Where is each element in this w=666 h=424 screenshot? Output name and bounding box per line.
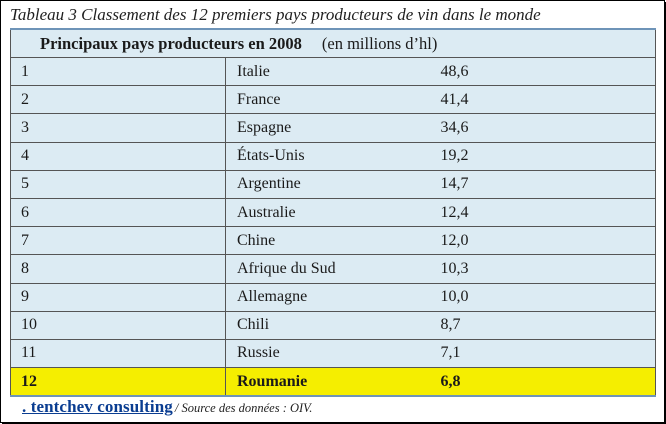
table-row: 6 Australie 12,4 xyxy=(10,197,656,228)
country-cell: Italie xyxy=(225,56,441,87)
value-cell: 8,7 xyxy=(440,310,656,340)
header-unit: (en millions d’hl) xyxy=(321,33,438,53)
value-cell: 41,4 xyxy=(440,85,656,115)
country-cell: France xyxy=(225,85,441,115)
rank-cell: 6 xyxy=(10,197,226,228)
country-cell: États-Unis xyxy=(225,141,441,171)
value-cell: 10,0 xyxy=(440,282,656,312)
country-cell: Argentine xyxy=(225,169,441,199)
country-cell: Roumanie xyxy=(225,367,441,398)
table-row: 3 Espagne 34,6 xyxy=(10,113,656,143)
value-cell: 14,7 xyxy=(440,169,656,199)
value-cell: 12,0 xyxy=(440,226,656,256)
table-row: 9 Allemagne 10,0 xyxy=(10,282,656,312)
table-row: 1 Italie 48,6 xyxy=(10,56,656,87)
value-cell: 7,1 xyxy=(440,338,656,369)
table-row: 2 France 41,4 xyxy=(10,85,656,115)
value-cell: 6,8 xyxy=(440,367,656,398)
table-header-row: Principaux pays producteurs en 2008 (en m… xyxy=(10,28,656,58)
source-note: / Source des données : OIV. xyxy=(174,401,313,415)
table-row: 5 Argentine 14,7 xyxy=(10,169,656,199)
country-cell: Espagne xyxy=(225,113,441,143)
country-cell: Russie xyxy=(225,338,441,369)
rank-cell: 2 xyxy=(10,85,226,115)
value-cell: 10,3 xyxy=(440,254,656,284)
rank-cell: 8 xyxy=(10,254,226,284)
footer: . tentchev consulting / Source des donnée… xyxy=(22,397,312,417)
table-header-cell: Principaux pays producteurs en 2008 (en m… xyxy=(10,28,656,58)
wine-producers-table: Principaux pays producteurs en 2008 (en m… xyxy=(10,28,656,398)
table-row: 7 Chine 12,0 xyxy=(10,226,656,256)
header-title: Principaux pays producteurs en 2008 xyxy=(40,33,302,53)
table-row: 8 Afrique du Sud 10,3 xyxy=(10,254,656,284)
rank-cell: 10 xyxy=(10,310,226,340)
table-row: 10 Chili 8,7 xyxy=(10,310,656,340)
table-container: Principaux pays producteurs en 2008 (en m… xyxy=(10,28,656,398)
table-row-highlighted: 12 Roumanie 6,8 xyxy=(10,367,656,398)
rank-cell: 5 xyxy=(10,169,226,199)
value-cell: 48,6 xyxy=(440,56,656,87)
rank-cell: 12 xyxy=(10,367,226,398)
country-cell: Chine xyxy=(225,226,441,256)
brand-link[interactable]: . tentchev consulting xyxy=(22,397,173,416)
country-cell: Chili xyxy=(225,310,441,340)
rank-cell: 7 xyxy=(10,226,226,256)
country-cell: Afrique du Sud xyxy=(225,254,441,284)
rank-cell: 3 xyxy=(10,113,226,143)
rank-cell: 9 xyxy=(10,282,226,312)
value-cell: 19,2 xyxy=(440,141,656,171)
table-caption: Tableau 3 Classement des 12 premiers pay… xyxy=(10,5,541,24)
rank-cell: 1 xyxy=(10,56,226,87)
rank-cell: 4 xyxy=(10,141,226,171)
table-row: 4 États-Unis 19,2 xyxy=(10,141,656,171)
value-cell: 34,6 xyxy=(440,113,656,143)
country-cell: Allemagne xyxy=(225,282,441,312)
country-cell: Australie xyxy=(225,197,441,228)
value-cell: 12,4 xyxy=(440,197,656,228)
table-row: 11 Russie 7,1 xyxy=(10,338,656,369)
rank-cell: 11 xyxy=(10,338,226,369)
